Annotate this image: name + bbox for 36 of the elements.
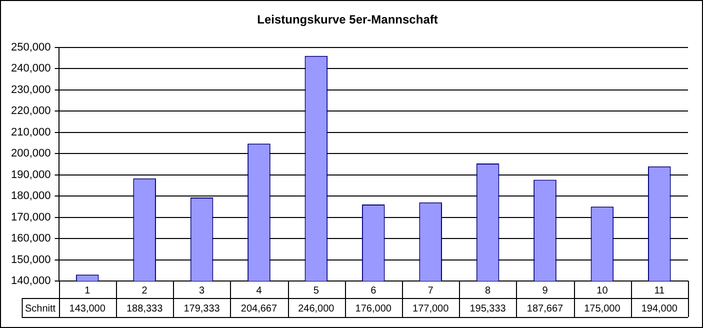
x-tick-label: 10 (596, 285, 608, 296)
y-tick-label: 190,000 (10, 168, 51, 181)
x-tick-label: 8 (485, 285, 492, 296)
x-tick-label: 4 (256, 285, 262, 296)
y-tick-label: 210,000 (10, 126, 51, 138)
y-tick-label: 250,000 (10, 41, 51, 54)
data-label: 188,333 (126, 303, 164, 314)
x-tick-label: 1 (84, 285, 91, 296)
x-tick-label: 9 (542, 285, 548, 296)
y-tick-label: 170,000 (10, 211, 51, 224)
text: Schnitt (24, 303, 56, 314)
data-label: 143,000 (69, 303, 106, 314)
data-label: 176,000 (355, 303, 392, 314)
data-label: 204,667 (240, 303, 278, 314)
x-tick-label: 3 (198, 285, 205, 296)
data-label: 195,333 (470, 303, 506, 314)
y-tick-label: 140,000 (10, 275, 51, 288)
chart-title: Leistungskurve 5er-Mannschaft (257, 12, 438, 27)
y-tick-label: 220,000 (10, 105, 51, 118)
data-label: 179,333 (184, 303, 220, 314)
x-tick-label: 7 (428, 285, 434, 296)
x-tick-label: 11 (654, 285, 666, 296)
y-tick-label: 150,000 (10, 254, 51, 266)
y-tick-label: 230,000 (10, 84, 51, 96)
y-tick-label: 160,000 (10, 232, 51, 245)
y-tick-label: 240,000 (10, 62, 51, 75)
data-label: 175,000 (584, 303, 621, 314)
data-label: 194,000 (641, 303, 678, 314)
y-tick-label: 200,000 (10, 148, 51, 160)
data-label: 187,667 (526, 303, 564, 314)
x-tick-label: 6 (370, 285, 377, 296)
y-tick-label: 180,000 (10, 190, 51, 202)
data-label: 177,000 (412, 303, 450, 314)
data-label: 246,000 (298, 303, 335, 314)
x-tick-label: 2 (142, 285, 148, 296)
x-tick-label: 5 (313, 285, 320, 296)
